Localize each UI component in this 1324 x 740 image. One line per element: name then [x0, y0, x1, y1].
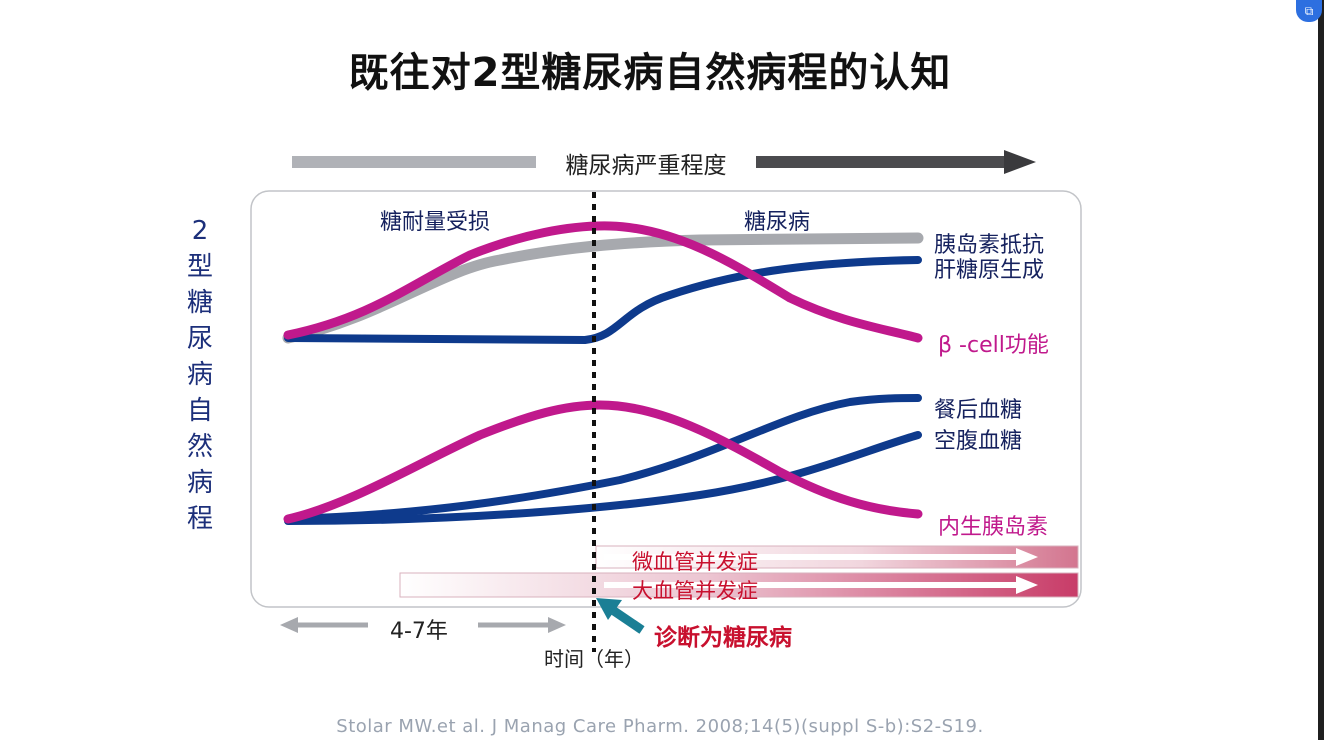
y-axis-label-char: 然: [186, 432, 213, 462]
insulin-resistance-label: 胰岛素抵抗: [934, 233, 1045, 258]
window-edge: [1318, 0, 1324, 740]
micro-arrow-head: [1016, 548, 1038, 566]
page-title: 既往对2型糖尿病自然病程的认知: [348, 50, 952, 96]
macro-arrow-head: [1016, 576, 1038, 594]
phase-label-igt: 糖耐量受损: [380, 210, 491, 235]
diagnosis-arrowhead: [596, 598, 622, 620]
postprandial-glucose-curve: [284, 394, 922, 523]
window-corner-icon[interactable]: ⧉: [1296, 0, 1322, 22]
severity-label: 糖尿病严重程度: [546, 146, 746, 180]
phase-label-diabetes: 糖尿病: [744, 210, 811, 235]
duration-arrowhead-right: [548, 617, 566, 633]
diagnosis-arrow-shaft: [611, 607, 645, 634]
severity-arrow-head: [1004, 150, 1036, 174]
fasting-glucose-curve: [284, 431, 922, 525]
macro-complication-label: 大血管并发症: [632, 579, 758, 603]
hepatic-glucose-label: 肝糖原生成: [934, 258, 1045, 283]
y-axis-label-char: 糖: [186, 288, 213, 318]
hepatic-glucose-curve: [284, 256, 922, 345]
duration-label: 4-7年: [390, 619, 448, 644]
x-axis-label: 时间（年）: [544, 647, 644, 671]
severity-arrow-left: [292, 156, 536, 168]
y-axis-label-char: 病: [186, 360, 213, 390]
y-axis-label-char: 型: [186, 252, 213, 282]
y-axis-label-char: 尿: [186, 324, 213, 354]
fasting-glucose-label: 空腹血糖: [934, 429, 1023, 454]
beta-cell-curve: [283, 221, 923, 343]
severity-arrow-right: [756, 156, 1006, 168]
y-axis-label-char: 程: [186, 504, 213, 534]
beta-cell-label: β -cell功能: [938, 333, 1049, 358]
endogenous-insulin-curve: [283, 400, 923, 524]
y-axis-label-char: 病: [186, 468, 213, 498]
endogenous-insulin-label: 内生胰岛素: [938, 515, 1049, 540]
micro-complication-label: 微血管并发症: [632, 550, 758, 574]
postprandial-glucose-label: 餐后血糖: [934, 398, 1023, 423]
citation: Stolar MW.et al. J Manag Care Pharm. 200…: [336, 716, 984, 737]
y-axis-label-char: 2: [191, 216, 209, 246]
duration-arrowhead-left: [280, 617, 298, 633]
y-axis-label-char: 自: [186, 396, 213, 426]
diagnosis-label: 诊断为糖尿病: [654, 625, 792, 651]
